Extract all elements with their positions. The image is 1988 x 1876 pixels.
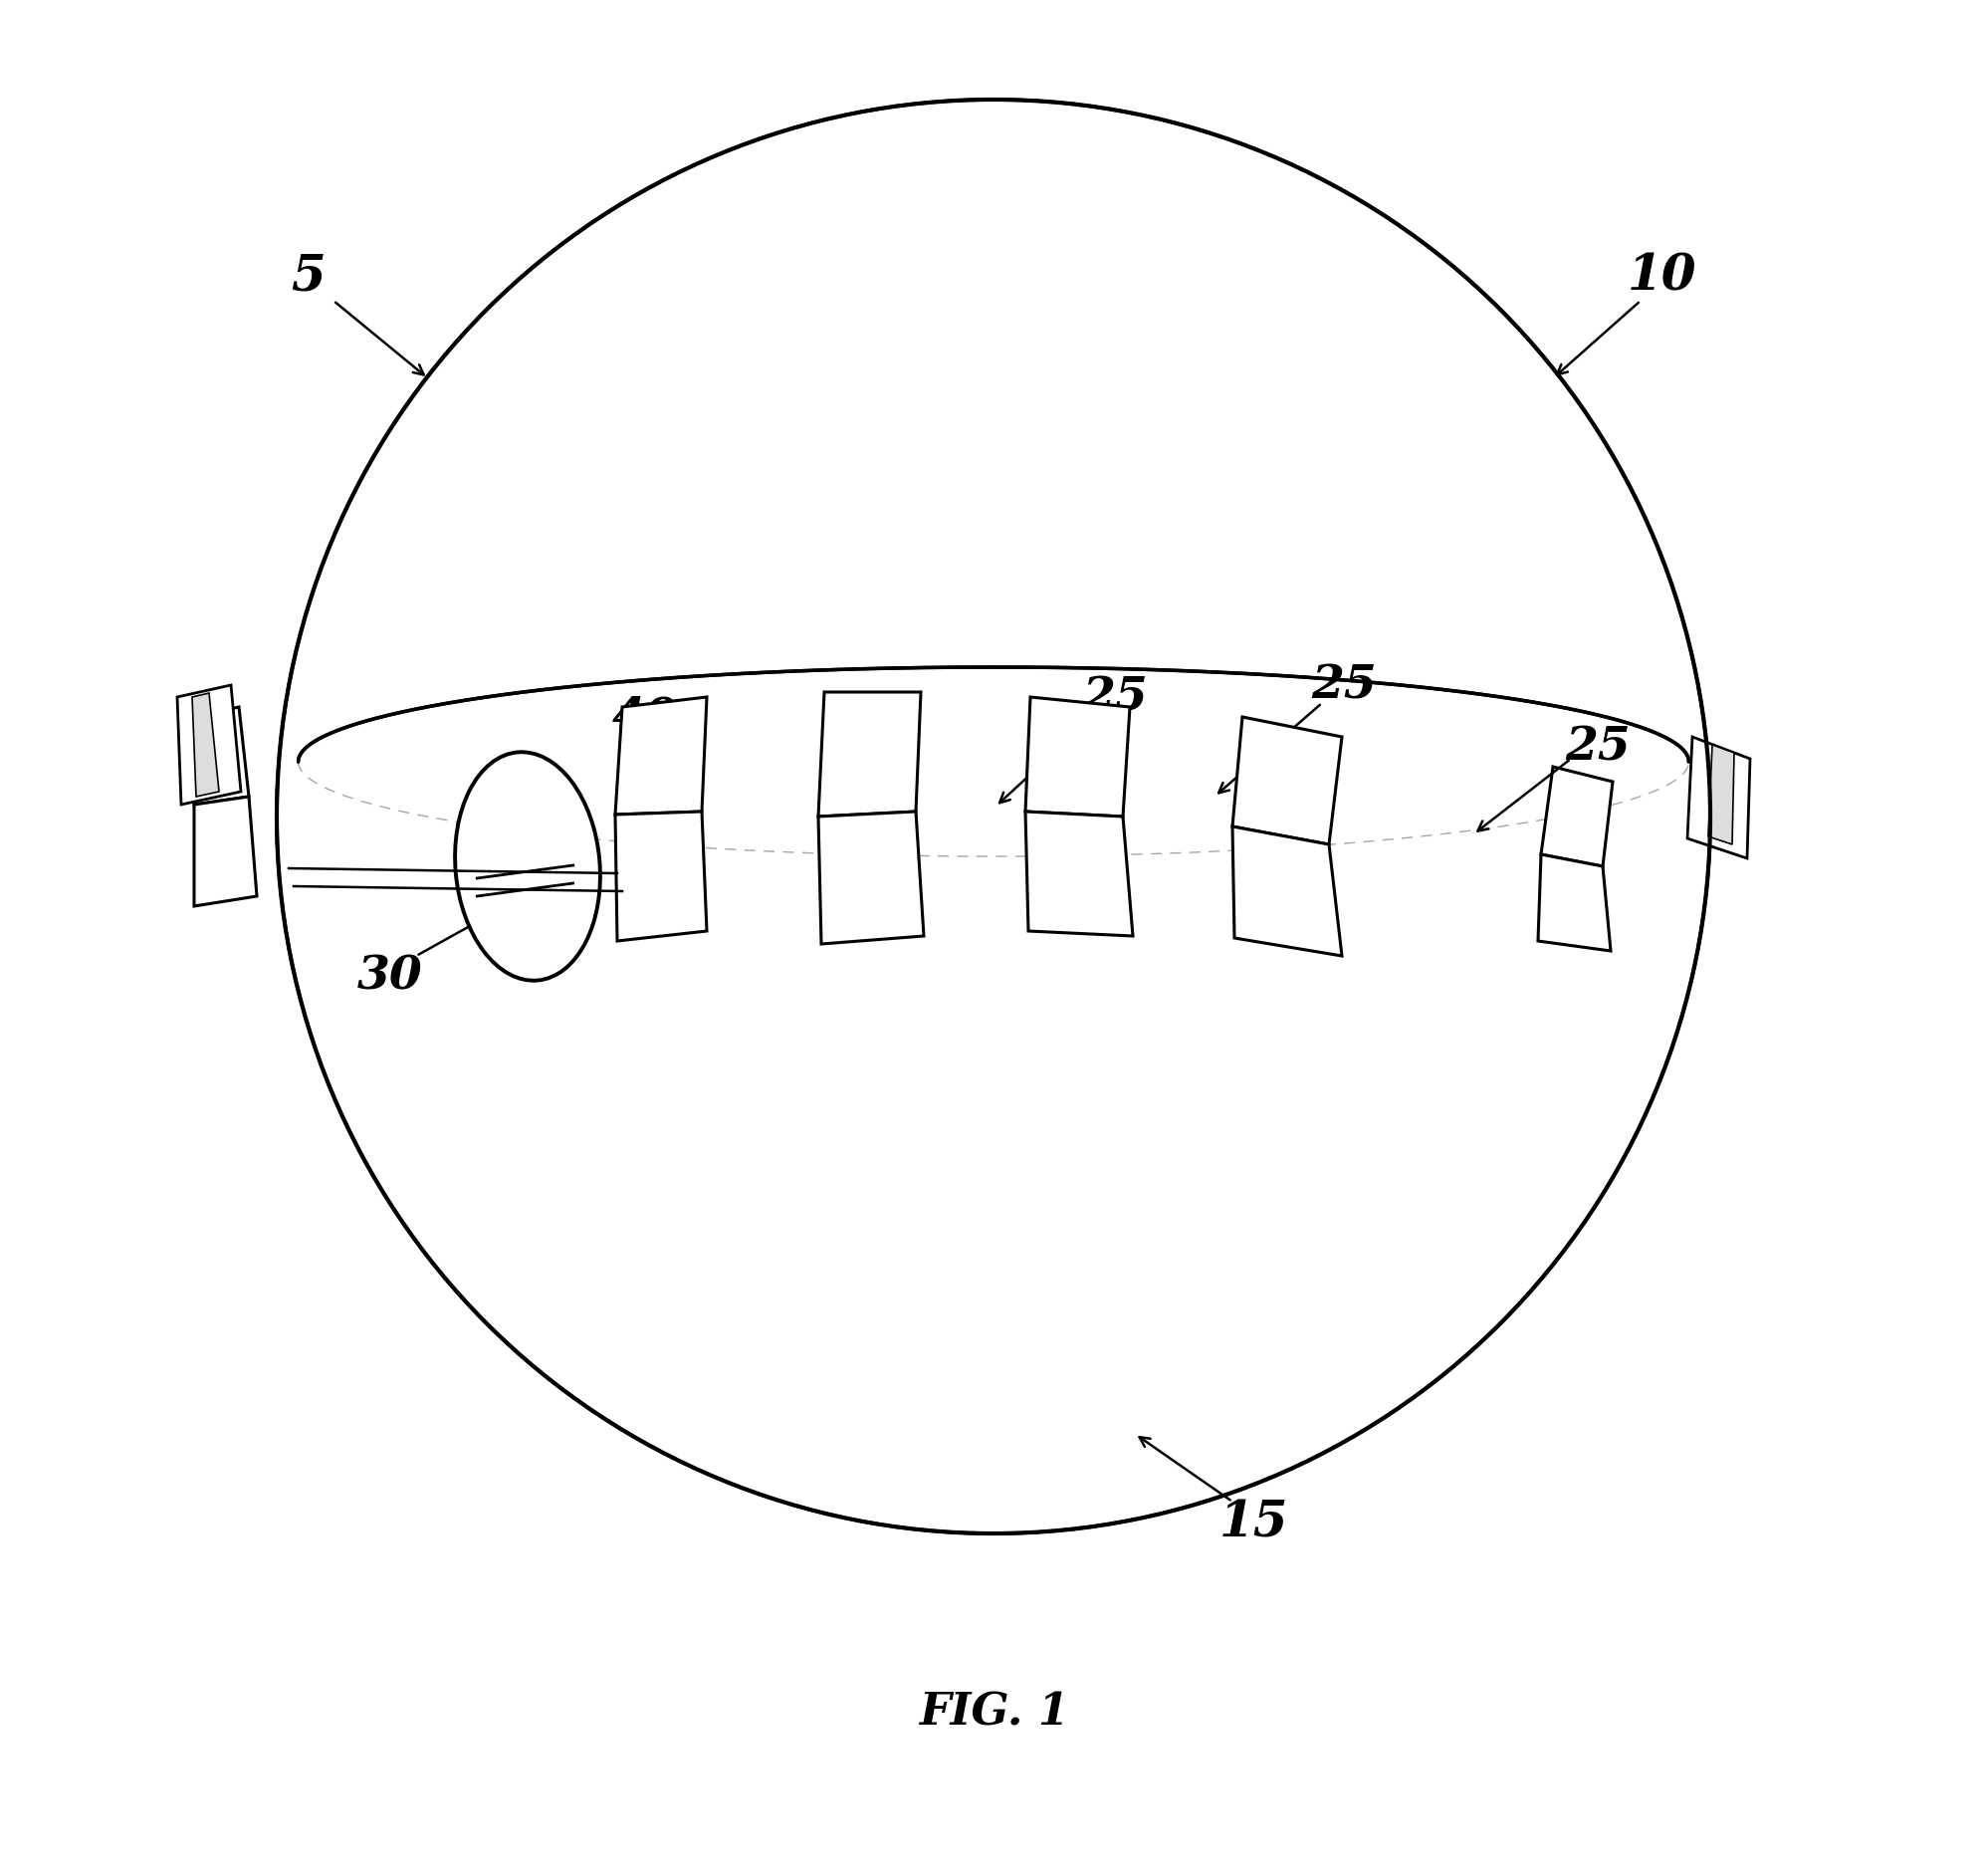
Text: 25: 25 <box>1565 724 1630 769</box>
Polygon shape <box>1233 717 1342 844</box>
Polygon shape <box>177 685 241 805</box>
Text: 25: 25 <box>1312 662 1376 707</box>
Text: 15: 15 <box>1221 1499 1288 1548</box>
Text: 30: 30 <box>358 953 423 998</box>
Polygon shape <box>1026 698 1129 816</box>
Polygon shape <box>1026 812 1133 936</box>
Polygon shape <box>614 812 708 942</box>
Ellipse shape <box>455 752 600 981</box>
Text: 25: 25 <box>1081 673 1147 720</box>
Polygon shape <box>195 797 256 906</box>
Text: FIG. 1: FIG. 1 <box>918 1692 1070 1733</box>
Polygon shape <box>1688 737 1749 859</box>
Polygon shape <box>1708 745 1734 844</box>
Polygon shape <box>1541 767 1612 867</box>
Text: 10: 10 <box>1628 253 1698 302</box>
Polygon shape <box>1539 854 1610 951</box>
Polygon shape <box>819 812 924 944</box>
Polygon shape <box>1233 827 1342 957</box>
Polygon shape <box>614 698 708 814</box>
Polygon shape <box>193 692 219 797</box>
Text: 5: 5 <box>292 253 326 302</box>
Text: 40: 40 <box>612 694 678 739</box>
Polygon shape <box>819 692 920 816</box>
Polygon shape <box>195 707 248 805</box>
